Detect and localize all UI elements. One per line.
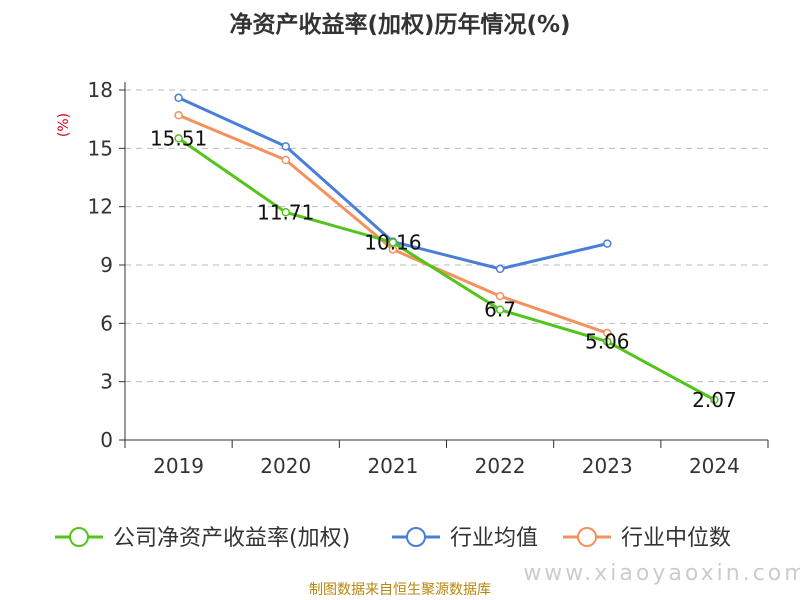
data-point [174,111,183,120]
data-point [388,238,398,247]
y-tick-label: 6 [100,311,113,335]
data-label: 6.7 [484,298,516,322]
y-tick-label: 3 [100,370,113,394]
series-lines [174,93,719,404]
y-tick-label: 15 [88,136,113,160]
data-point [281,208,290,217]
x-tick-label: 2021 [367,454,418,478]
y-tick-label: 9 [100,253,113,277]
legend-label[interactable]: 行业均值 [450,526,538,551]
x-tick-label: 2024 [689,454,740,478]
data-point [495,291,505,301]
data-point [174,93,183,103]
data-label: 5.06 [585,330,630,354]
legend-marker[interactable] [406,527,426,547]
y-tick-label: 18 [88,78,113,102]
legend-marker[interactable] [69,527,89,547]
data-label: 15.51 [150,126,207,150]
y-tick-label: 12 [88,195,113,219]
data-label: 11.71 [257,200,314,224]
data-point [603,328,612,338]
chart-title: 净资产收益率(加权)历年情况(%) [229,11,570,38]
x-tick-label: 2023 [582,454,633,478]
data-point [710,395,719,404]
data-label: 10.16 [364,230,421,254]
grid-lines [125,89,768,383]
watermark-text: www.xiaoyaoxin.com [523,561,800,586]
data-labels: 15.51 11.71 10.16 6.7 5.06 2.07 [150,126,737,411]
data-point [281,142,290,151]
data-point [495,305,505,314]
x-tick-label: 2019 [153,454,204,478]
series-line-0 [177,137,716,402]
data-point [603,239,612,248]
data-label: 2.07 [692,388,737,412]
legend-marker[interactable] [577,527,597,547]
data-point [281,155,290,165]
y-axis-unit: (%) [56,113,72,137]
y-tick-label: 0 [100,428,113,452]
legend[interactable]: 公司净资产收益率(加权) 行业均值 行业中位数 [55,526,731,551]
legend-label[interactable]: 行业中位数 [621,526,731,551]
x-tick-label: 2022 [475,454,526,478]
data-source-note: 制图数据来自恒生聚源数据库 [309,582,491,598]
data-point [495,264,505,274]
data-point [603,337,612,346]
axes: 0 3 6 9 12 15 18 2019 2020 2021 2022 2023 2024 [88,78,769,478]
x-tick-label: 2020 [260,454,311,478]
data-point [174,134,183,143]
legend-label[interactable]: 公司净资产收益率(加权) [113,526,350,551]
